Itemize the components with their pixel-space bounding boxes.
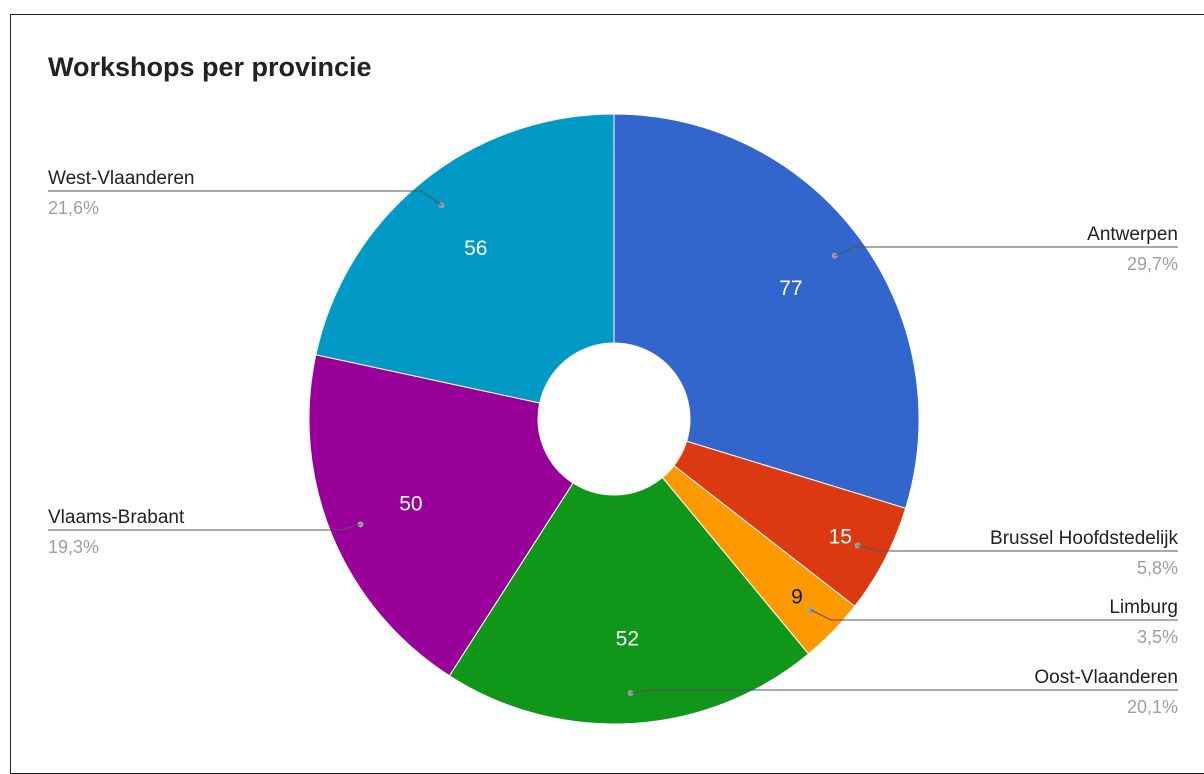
slice-label-limburg: Limburg (1109, 597, 1178, 618)
value-label-oost-vlaanderen: 52 (616, 628, 639, 651)
value-label-limburg: 9 (791, 586, 803, 609)
value-label-antwerpen: 77 (779, 277, 802, 300)
slice-percent-limburg: 3,5% (1137, 627, 1178, 647)
slice-label-vlaams-brabant: Vlaams-Brabant (48, 507, 185, 528)
donut-hole (538, 343, 690, 495)
slice-percent-oost-vlaanderen: 20,1% (1127, 697, 1178, 717)
slice-label-oost-vlaanderen: Oost-Vlaanderen (1034, 667, 1178, 688)
leader-line-vlaams-brabant (48, 523, 361, 531)
value-label-brussel-hoofdstedelijk: 15 (829, 526, 852, 549)
slice-antwerpen[interactable] (613, 113, 920, 509)
leader-line-west-vlaanderen (48, 190, 442, 206)
value-label-west-vlaanderen: 56 (464, 237, 487, 260)
slice-label-west-vlaanderen: West-Vlaanderen (48, 168, 194, 189)
leader-line-limburg (810, 609, 1178, 621)
slice-label-antwerpen: Antwerpen (1087, 224, 1178, 245)
slice-label-brussel-hoofdstedelijk: Brussel Hoofdstedelijk (990, 528, 1178, 549)
value-label-vlaams-brabant: 50 (399, 492, 422, 515)
slice-percent-antwerpen: 29,7% (1127, 254, 1178, 274)
slice-percent-vlaams-brabant: 19,3% (48, 537, 99, 557)
slice-percent-brussel-hoofdstedelijk: 5,8% (1137, 558, 1178, 578)
slice-percent-west-vlaanderen: 21,6% (48, 198, 99, 218)
chart-title: Workshops per provincie (48, 52, 372, 82)
donut-chart: 77 Antwerpen 29,7% 15 Brussel Hoofdstedelijk… (48, 113, 1178, 725)
leader-line-antwerpen (834, 246, 1178, 257)
leader-line-brussel-hoofdstedelijk (857, 545, 1178, 552)
leader-line-oost-vlaanderen (630, 689, 1178, 694)
